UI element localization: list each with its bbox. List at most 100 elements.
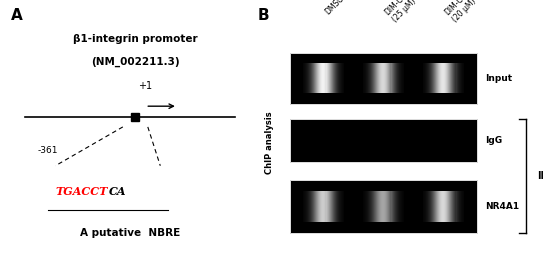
Bar	[424, 191, 425, 222]
Bar	[290, 180, 477, 233]
Bar	[339, 63, 340, 93]
Bar	[439, 63, 440, 93]
Bar	[369, 191, 370, 222]
Bar	[310, 191, 311, 222]
Bar	[399, 63, 400, 93]
Bar	[368, 63, 369, 93]
Bar	[339, 191, 340, 222]
Bar	[327, 191, 329, 222]
Bar	[447, 63, 449, 93]
Bar	[387, 63, 388, 93]
Bar	[394, 191, 395, 222]
Bar	[446, 191, 447, 222]
Bar	[396, 63, 397, 93]
Bar	[388, 63, 389, 93]
Bar	[330, 191, 331, 222]
Bar	[374, 63, 375, 93]
Bar	[377, 63, 378, 93]
Bar	[309, 191, 310, 222]
Bar	[389, 63, 390, 93]
Bar	[327, 63, 329, 93]
Bar	[430, 191, 431, 222]
Bar	[383, 191, 384, 222]
Bar	[434, 191, 435, 222]
Bar	[386, 63, 387, 93]
Bar	[424, 63, 425, 93]
Bar	[321, 63, 323, 93]
Bar	[374, 191, 375, 222]
Bar	[303, 63, 304, 93]
Bar	[290, 180, 477, 233]
Bar	[453, 63, 454, 93]
Bar	[446, 63, 447, 93]
Bar	[313, 63, 314, 93]
Bar	[307, 191, 308, 222]
Bar	[338, 63, 339, 93]
Bar	[441, 191, 442, 222]
Bar	[321, 191, 323, 222]
Bar	[452, 63, 453, 93]
Text: B: B	[258, 8, 270, 23]
Bar	[332, 63, 333, 93]
Bar	[370, 63, 371, 93]
Bar	[320, 63, 321, 93]
Bar	[325, 63, 326, 93]
Bar	[366, 63, 367, 93]
Bar	[390, 191, 392, 222]
Bar	[316, 191, 317, 222]
Bar	[336, 63, 337, 93]
Bar	[395, 191, 396, 222]
Bar	[308, 191, 309, 222]
Bar	[331, 191, 332, 222]
Bar	[432, 191, 433, 222]
Bar	[363, 63, 364, 93]
Bar	[371, 63, 372, 93]
Bar	[392, 191, 393, 222]
Bar	[428, 191, 429, 222]
Bar	[444, 63, 445, 93]
Bar	[290, 119, 477, 162]
Bar	[393, 63, 394, 93]
Bar	[314, 63, 315, 93]
Bar	[364, 191, 365, 222]
Bar	[326, 191, 327, 222]
Bar	[426, 63, 427, 93]
Bar	[313, 191, 314, 222]
Text: A putative  NBRE: A putative NBRE	[80, 228, 180, 238]
Bar	[336, 191, 337, 222]
Bar	[397, 63, 399, 93]
Bar	[428, 63, 429, 93]
Bar	[422, 191, 424, 222]
Bar	[379, 191, 380, 222]
Bar	[307, 63, 308, 93]
Text: DMSO: DMSO	[324, 0, 346, 17]
Bar	[309, 63, 310, 93]
Bar	[365, 191, 366, 222]
Bar	[459, 191, 460, 222]
Bar	[368, 191, 369, 222]
Bar	[463, 63, 464, 93]
Bar	[425, 63, 426, 93]
Bar	[422, 63, 424, 93]
Bar	[367, 63, 368, 93]
Bar	[429, 191, 430, 222]
Bar	[399, 191, 400, 222]
Bar	[330, 63, 331, 93]
Bar	[334, 63, 336, 93]
Bar	[319, 63, 320, 93]
Bar	[396, 191, 397, 222]
Bar	[436, 63, 437, 93]
Bar	[314, 191, 315, 222]
Bar	[384, 63, 386, 93]
Bar	[434, 63, 435, 93]
Bar	[380, 191, 381, 222]
Bar	[324, 63, 325, 93]
Bar	[290, 53, 477, 104]
Bar	[458, 63, 459, 93]
Bar	[439, 191, 440, 222]
Bar	[310, 63, 311, 93]
Bar	[387, 191, 388, 222]
Text: DIM-C-pPhCO₂Me
(20 μM): DIM-C-pPhCO₂Me (20 μM)	[443, 0, 503, 24]
Bar	[306, 63, 307, 93]
Bar	[435, 191, 436, 222]
